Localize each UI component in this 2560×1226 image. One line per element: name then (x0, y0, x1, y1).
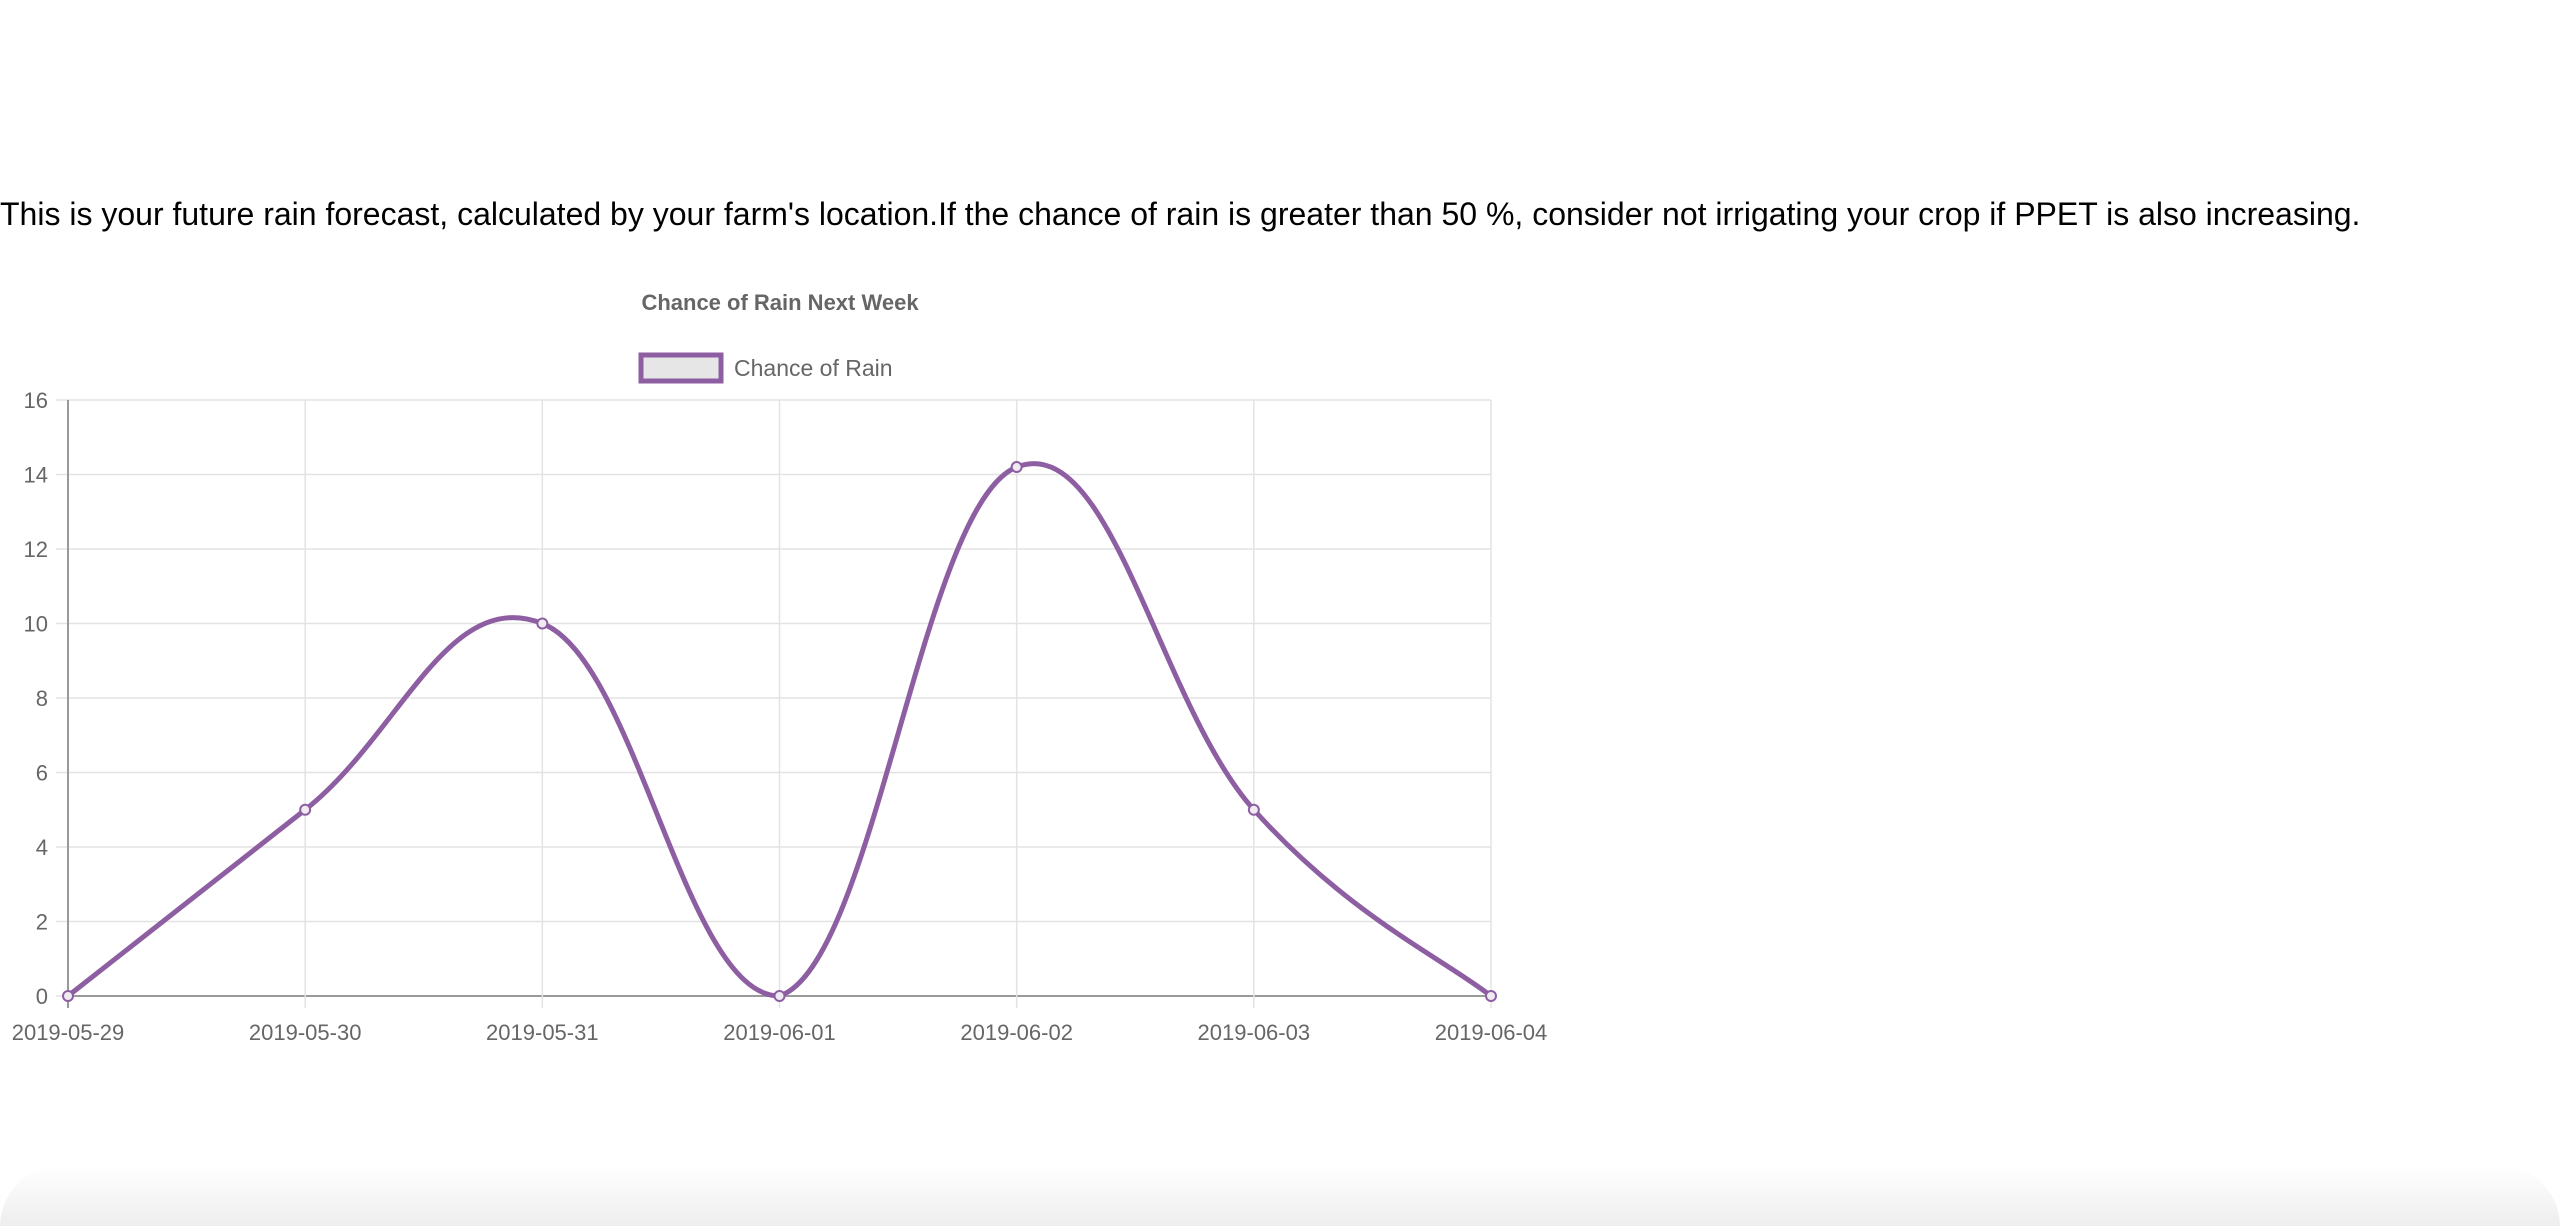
chart-legend[interactable]: Chance of Rain (638, 352, 893, 384)
data-point[interactable] (773, 990, 786, 1002)
x-tick-label: 2019-06-03 (1198, 1020, 1311, 1045)
y-tick-label: 2 (36, 910, 48, 935)
y-tick-label: 8 (36, 686, 48, 711)
legend-swatch (638, 352, 724, 384)
y-tick-label: 16 (24, 388, 48, 413)
rain-chart-svg: Chance of Rain Next Week Chance of Rain … (12, 290, 1548, 1045)
x-tick-label: 2019-05-30 (249, 1020, 362, 1045)
data-point[interactable] (536, 617, 549, 630)
data-point[interactable] (1485, 990, 1497, 1002)
rain-chart: Chance of Rain Next Week Chance of Rain … (0, 270, 1580, 1070)
bottom-shade (0, 1166, 2560, 1226)
x-axis: 2019-05-29 2019-05-30 2019-05-31 2019-06-01… (12, 1020, 1548, 1045)
x-tick-label: 2019-05-31 (486, 1020, 599, 1045)
x-tick-label: 2019-06-02 (960, 1020, 1073, 1045)
y-tick-label: 4 (36, 835, 48, 860)
intro-text: This is your future rain forecast, calcu… (0, 196, 2361, 232)
x-tick-label: 2019-06-04 (1435, 1020, 1548, 1045)
chart-grid (56, 399, 1492, 1008)
y-tick-label: 14 (24, 463, 48, 488)
y-axis: 0 2 4 6 8 10 12 14 16 (24, 388, 48, 1009)
series-line-chance-of-rain (66, 461, 1493, 999)
chart-title: Chance of Rain Next Week (641, 290, 919, 315)
y-tick-label: 6 (36, 761, 48, 786)
legend-label: Chance of Rain (734, 355, 893, 381)
y-tick-label: 10 (24, 612, 48, 637)
x-tick-label: 2019-06-01 (723, 1020, 836, 1045)
series-points (62, 461, 1497, 1002)
data-point[interactable] (62, 990, 74, 1002)
x-tick-label: 2019-05-29 (12, 1020, 125, 1045)
data-point[interactable] (1010, 461, 1023, 474)
data-point[interactable] (299, 803, 312, 816)
y-tick-label: 0 (36, 984, 48, 1009)
data-point[interactable] (1247, 803, 1260, 816)
y-tick-label: 12 (24, 537, 48, 562)
